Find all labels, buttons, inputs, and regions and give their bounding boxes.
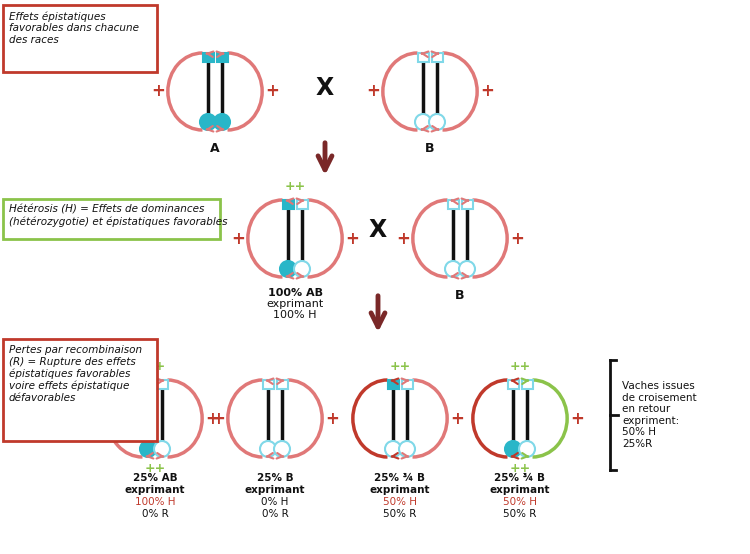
Circle shape xyxy=(519,441,535,457)
Text: +: + xyxy=(231,229,244,248)
Text: A: A xyxy=(210,142,220,155)
Text: Effets épistatiques
favorables dans chacune
des races: Effets épistatiques favorables dans chac… xyxy=(9,11,139,45)
Circle shape xyxy=(385,441,401,457)
Text: 100% AB: 100% AB xyxy=(268,288,322,298)
Text: exprimant: exprimant xyxy=(266,299,324,309)
Bar xyxy=(142,380,154,389)
Text: 50% H: 50% H xyxy=(383,497,417,507)
Bar xyxy=(296,200,307,209)
Text: 25% B: 25% B xyxy=(256,473,293,483)
Text: +: + xyxy=(510,229,524,248)
Text: +: + xyxy=(266,83,279,100)
Text: +: + xyxy=(366,83,380,100)
FancyBboxPatch shape xyxy=(3,339,157,441)
Circle shape xyxy=(214,114,230,130)
Bar xyxy=(157,380,167,389)
Circle shape xyxy=(505,441,521,457)
FancyBboxPatch shape xyxy=(3,5,157,72)
Text: +: + xyxy=(480,83,494,100)
Bar xyxy=(388,380,398,389)
Bar xyxy=(217,53,227,62)
Text: exprimant: exprimant xyxy=(124,485,185,495)
Text: 50% R: 50% R xyxy=(503,509,537,519)
Text: 100% H: 100% H xyxy=(273,310,316,320)
Bar xyxy=(418,53,428,62)
Circle shape xyxy=(415,114,431,130)
Circle shape xyxy=(429,114,445,130)
Text: 50% H: 50% H xyxy=(503,497,537,507)
Text: B: B xyxy=(455,289,465,302)
Text: 0% R: 0% R xyxy=(142,509,168,519)
Text: 25% ¾ B: 25% ¾ B xyxy=(374,473,425,483)
Bar xyxy=(521,380,532,389)
Text: +: + xyxy=(91,409,105,428)
Text: 0% H: 0% H xyxy=(261,497,289,507)
Text: exprimant: exprimant xyxy=(490,485,550,495)
Bar xyxy=(202,53,214,62)
Circle shape xyxy=(294,261,310,277)
Bar xyxy=(448,200,458,209)
Text: ++: ++ xyxy=(144,462,166,475)
Text: exprimant: exprimant xyxy=(244,485,305,495)
Text: +: + xyxy=(450,409,464,428)
Text: +: + xyxy=(570,409,584,428)
Text: +: + xyxy=(326,409,339,428)
Bar xyxy=(508,380,518,389)
Bar xyxy=(262,380,274,389)
Circle shape xyxy=(200,114,216,130)
Text: ++: ++ xyxy=(144,360,166,373)
Bar xyxy=(461,200,472,209)
Text: exprimant: exprimant xyxy=(370,485,430,495)
FancyBboxPatch shape xyxy=(3,199,220,239)
Circle shape xyxy=(399,441,415,457)
Text: 25% ¾ B: 25% ¾ B xyxy=(494,473,545,483)
Text: 100% H: 100% H xyxy=(135,497,176,507)
Text: B: B xyxy=(425,142,435,155)
Text: X: X xyxy=(369,218,387,242)
Circle shape xyxy=(445,261,461,277)
Text: ++: ++ xyxy=(509,462,531,475)
Text: +: + xyxy=(206,409,219,428)
Bar xyxy=(431,53,442,62)
Text: Vaches issues
de croisement
en retour
expriment:
50% H
25%R: Vaches issues de croisement en retour ex… xyxy=(622,381,697,449)
Text: X: X xyxy=(316,76,334,100)
Bar xyxy=(277,380,287,389)
Circle shape xyxy=(274,441,290,457)
Circle shape xyxy=(140,441,156,457)
Circle shape xyxy=(280,261,296,277)
Text: Pertes par recombinaison
(R) = Rupture des effets
épistatiques favorables
voire : Pertes par recombinaison (R) = Rupture d… xyxy=(9,345,142,403)
Text: +: + xyxy=(151,83,165,100)
Text: ++: ++ xyxy=(284,180,306,193)
Text: +: + xyxy=(396,229,410,248)
Bar xyxy=(401,380,412,389)
Circle shape xyxy=(260,441,276,457)
Text: Hétérosis (H) = Effets de dominances
(hétérozygotie) et épistatiques favorables: Hétérosis (H) = Effets de dominances (hé… xyxy=(9,205,227,227)
Circle shape xyxy=(459,261,475,277)
Text: 0% R: 0% R xyxy=(262,509,288,519)
Text: ++: ++ xyxy=(389,360,411,373)
Text: +: + xyxy=(211,409,225,428)
Bar xyxy=(283,200,293,209)
Text: 50% R: 50% R xyxy=(383,509,417,519)
Text: ++: ++ xyxy=(509,360,531,373)
Text: +: + xyxy=(345,229,359,248)
Text: 25% AB: 25% AB xyxy=(133,473,177,483)
Circle shape xyxy=(154,441,170,457)
